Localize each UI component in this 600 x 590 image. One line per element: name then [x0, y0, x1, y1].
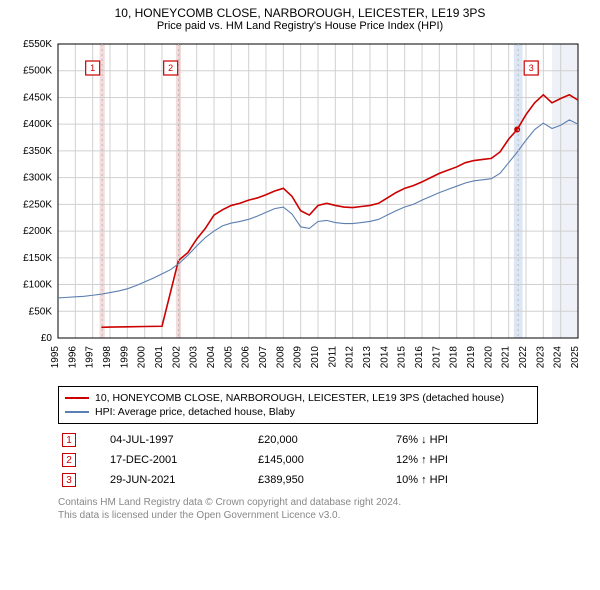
svg-text:£50K: £50K [29, 306, 53, 317]
svg-text:1998: 1998 [102, 346, 113, 369]
chart-subtitle: Price paid vs. HM Land Registry's House … [10, 20, 590, 32]
event-marker: 3 [62, 473, 76, 487]
legend-row: 10, HONEYCOMB CLOSE, NARBOROUGH, LEICEST… [65, 391, 531, 405]
svg-text:2015: 2015 [397, 346, 408, 369]
svg-text:£300K: £300K [23, 173, 52, 184]
footnote-line2: This data is licensed under the Open Gov… [58, 509, 558, 522]
svg-text:2019: 2019 [466, 346, 477, 369]
event-pct: 12% ↑ HPI [392, 450, 538, 470]
svg-text:2009: 2009 [293, 346, 304, 369]
event-price: £20,000 [254, 430, 392, 450]
svg-text:2: 2 [168, 63, 173, 73]
svg-text:£0: £0 [41, 333, 53, 344]
svg-text:£400K: £400K [23, 119, 52, 130]
svg-text:£450K: £450K [23, 92, 52, 103]
event-marker: 2 [62, 453, 76, 467]
svg-text:2023: 2023 [535, 346, 546, 369]
svg-text:2002: 2002 [171, 346, 182, 369]
svg-text:2001: 2001 [154, 346, 165, 369]
chart-svg: £0 £50K £100K £150K £200K £250K £300K £350K £400… [10, 38, 590, 378]
svg-text:2005: 2005 [223, 346, 234, 369]
svg-text:2017: 2017 [431, 346, 442, 369]
chart-area: £0 £50K £100K £150K £200K £250K £300K £350K £400… [10, 38, 590, 378]
svg-text:£100K: £100K [23, 280, 52, 291]
footnote-line1: Contains HM Land Registry data © Crown c… [58, 496, 558, 509]
legend-label: 10, HONEYCOMB CLOSE, NARBOROUGH, LEICEST… [95, 392, 504, 404]
svg-text:2022: 2022 [518, 346, 529, 369]
event-price: £389,950 [254, 470, 392, 490]
svg-text:2021: 2021 [501, 346, 512, 369]
svg-text:2018: 2018 [449, 346, 460, 369]
svg-text:3: 3 [529, 63, 534, 73]
legend-label: HPI: Average price, detached house, Blab… [95, 406, 295, 418]
events-table: 1 04-JUL-1997£20,00076% ↓ HPI 2 17-DEC-2001… [58, 430, 538, 490]
svg-text:2006: 2006 [241, 346, 252, 369]
svg-text:2010: 2010 [310, 346, 321, 369]
svg-text:2011: 2011 [327, 346, 338, 368]
legend-swatch [65, 411, 89, 413]
svg-text:2004: 2004 [206, 346, 217, 369]
event-marker: 1 [62, 433, 76, 447]
svg-text:1: 1 [90, 63, 95, 73]
svg-text:£550K: £550K [23, 39, 52, 50]
svg-text:2003: 2003 [189, 346, 200, 369]
svg-text:£200K: £200K [23, 226, 52, 237]
svg-text:2013: 2013 [362, 346, 373, 369]
event-price: £145,000 [254, 450, 392, 470]
svg-text:2025: 2025 [570, 346, 581, 369]
event-pct: 10% ↑ HPI [392, 470, 538, 490]
legend-row: HPI: Average price, detached house, Blab… [65, 405, 531, 419]
svg-text:1999: 1999 [119, 346, 130, 369]
event-date: 17-DEC-2001 [106, 450, 254, 470]
event-row: 2 17-DEC-2001£145,00012% ↑ HPI [58, 450, 538, 470]
event-row: 3 29-JUN-2021£389,95010% ↑ HPI [58, 470, 538, 490]
svg-text:2012: 2012 [345, 346, 356, 369]
svg-text:£350K: £350K [23, 146, 52, 157]
svg-text:2016: 2016 [414, 346, 425, 369]
svg-text:2008: 2008 [275, 346, 286, 369]
event-pct: 76% ↓ HPI [392, 430, 538, 450]
svg-text:2020: 2020 [483, 346, 494, 369]
svg-text:2024: 2024 [553, 346, 564, 369]
svg-text:1997: 1997 [85, 346, 96, 369]
svg-text:2000: 2000 [137, 346, 148, 369]
svg-text:2007: 2007 [258, 346, 269, 369]
event-date: 29-JUN-2021 [106, 470, 254, 490]
legend: 10, HONEYCOMB CLOSE, NARBOROUGH, LEICEST… [58, 386, 538, 424]
svg-text:£150K: £150K [23, 253, 52, 264]
legend-swatch [65, 397, 89, 399]
svg-text:2014: 2014 [379, 346, 390, 369]
chart-title: 10, HONEYCOMB CLOSE, NARBOROUGH, LEICEST… [10, 6, 590, 20]
svg-text:1996: 1996 [67, 346, 78, 369]
svg-text:£500K: £500K [23, 66, 52, 77]
svg-text:£250K: £250K [23, 199, 52, 210]
event-date: 04-JUL-1997 [106, 430, 254, 450]
svg-text:1995: 1995 [50, 346, 61, 369]
event-row: 1 04-JUL-1997£20,00076% ↓ HPI [58, 430, 538, 450]
footnote: Contains HM Land Registry data © Crown c… [58, 496, 558, 522]
